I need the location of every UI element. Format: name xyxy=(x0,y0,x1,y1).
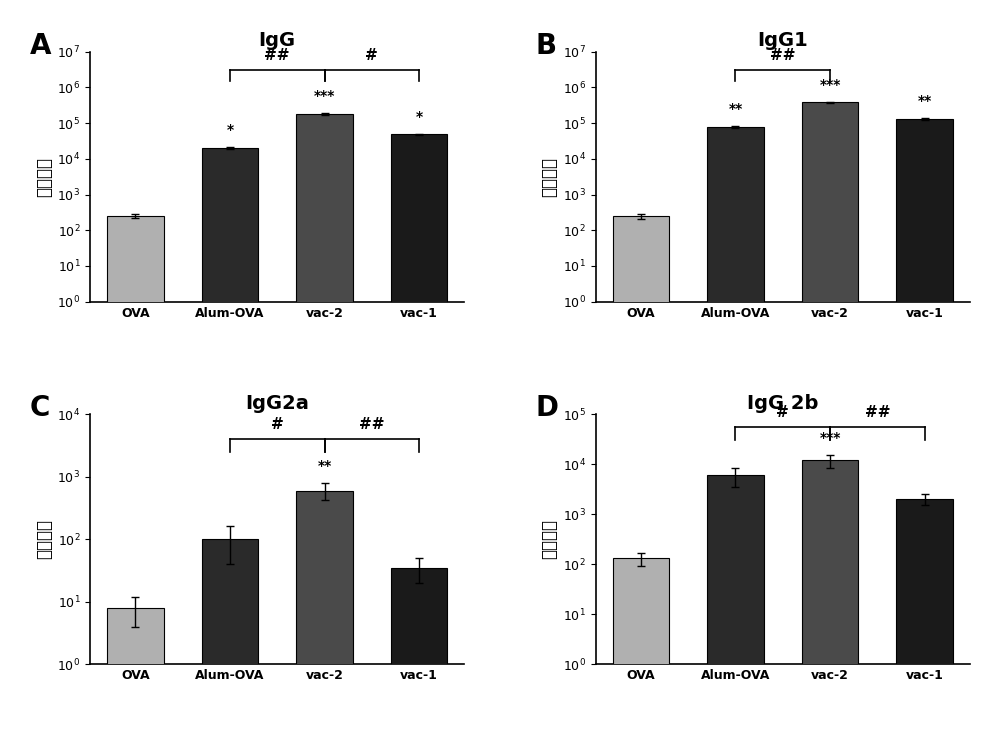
Title: IgG: IgG xyxy=(259,31,296,50)
Text: **: ** xyxy=(728,102,743,116)
Text: ##: ## xyxy=(264,48,290,63)
Text: **: ** xyxy=(917,94,932,108)
Bar xyxy=(296,491,353,738)
Bar xyxy=(107,608,164,738)
Title: IgG 2b: IgG 2b xyxy=(747,393,818,413)
Text: ##: ## xyxy=(770,48,796,63)
Text: ##: ## xyxy=(865,404,890,420)
Bar xyxy=(802,103,858,738)
Bar xyxy=(391,134,447,738)
Text: B: B xyxy=(536,32,557,60)
Bar xyxy=(613,559,669,738)
Text: #: # xyxy=(271,416,284,432)
Bar xyxy=(896,499,953,738)
Text: A: A xyxy=(30,32,52,60)
Text: D: D xyxy=(536,394,559,422)
Bar xyxy=(707,475,764,738)
Text: C: C xyxy=(30,394,50,422)
Bar xyxy=(202,539,258,738)
Y-axis label: 抗体滚度: 抗体滚度 xyxy=(35,156,53,196)
Bar xyxy=(613,216,669,738)
Bar xyxy=(802,461,858,738)
Title: IgG1: IgG1 xyxy=(757,31,808,50)
Text: **: ** xyxy=(317,460,332,474)
Text: *: * xyxy=(226,123,234,137)
Y-axis label: 抗体滚度: 抗体滚度 xyxy=(541,156,559,196)
Bar xyxy=(202,148,258,738)
Text: #: # xyxy=(365,48,378,63)
Text: ***: *** xyxy=(314,89,335,103)
Y-axis label: 抗体滚度: 抗体滚度 xyxy=(35,520,53,559)
Y-axis label: 抗体滚度: 抗体滚度 xyxy=(541,520,559,559)
Bar xyxy=(296,114,353,738)
Text: #: # xyxy=(776,404,789,420)
Text: *: * xyxy=(416,110,423,124)
Bar xyxy=(391,568,447,738)
Bar xyxy=(107,216,164,738)
Bar xyxy=(896,119,953,738)
Title: IgG2a: IgG2a xyxy=(245,393,309,413)
Text: ***: *** xyxy=(819,431,841,445)
Text: ***: *** xyxy=(819,77,841,92)
Text: ##: ## xyxy=(359,416,385,432)
Bar xyxy=(707,126,764,738)
